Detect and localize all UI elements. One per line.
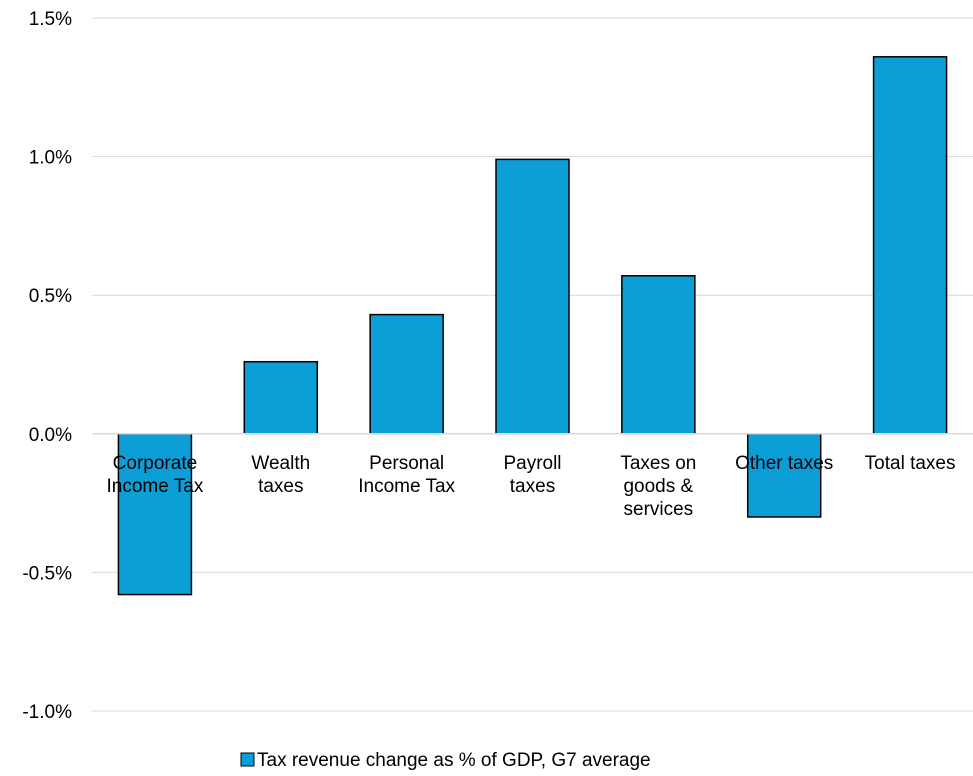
category-label: Payroll taxes: [503, 453, 561, 497]
bar: [746, 433, 822, 518]
category-label: Wealth taxes: [251, 453, 310, 497]
y-tick-label: 0.5%: [29, 286, 72, 307]
bar: [243, 360, 319, 435]
y-axis-ticks: -1.0% -0.5% 0.0% 0.5% 1.0% 1.5%: [22, 9, 72, 723]
category-label: Total taxes: [865, 453, 956, 474]
y-tick-label: 1.0%: [29, 148, 72, 169]
bar: [872, 56, 948, 435]
category-label: Corporate Income Tax: [107, 453, 204, 497]
legend: Tax revenue change as % of GDP, G7 avera…: [240, 750, 651, 771]
category-labels: Corporate Income Tax Wealth taxes Personal In…: [107, 453, 956, 520]
y-tick-label: -1.0%: [22, 702, 72, 723]
legend-label: Tax revenue change as % of GDP, G7 avera…: [257, 750, 651, 771]
bar: [117, 433, 193, 596]
bar: [621, 275, 696, 435]
bars: [117, 56, 948, 596]
y-tick-label: 1.5%: [29, 9, 72, 30]
legend-swatch: [240, 752, 255, 767]
bar: [369, 313, 444, 435]
category-label: Personal Income Tax: [358, 453, 455, 497]
y-tick-label: -0.5%: [22, 563, 72, 584]
category-label: Other taxes: [735, 453, 833, 474]
bar: [495, 158, 570, 435]
category-label: Taxes on goods & services: [620, 453, 696, 520]
y-tick-label: 0.0%: [29, 425, 72, 446]
